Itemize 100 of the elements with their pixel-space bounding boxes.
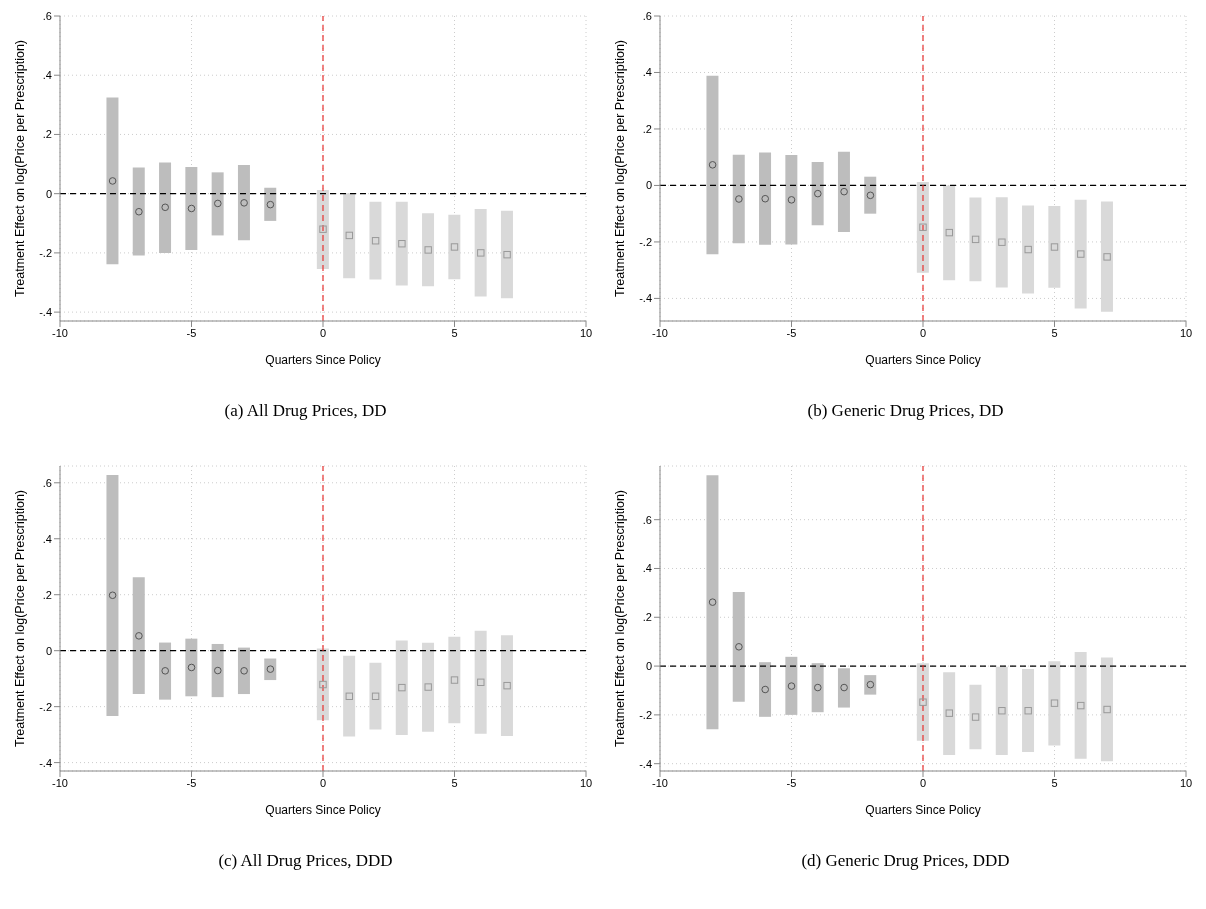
bar: [1022, 669, 1035, 752]
y-tick-label: 0: [45, 644, 52, 657]
point: [735, 195, 743, 203]
point: [840, 683, 848, 692]
y-tick-label: -.4: [39, 756, 52, 769]
bar: [1048, 206, 1061, 288]
text: (c) All Drug Prices, DDD: [217, 851, 394, 871]
point: [345, 231, 353, 240]
bar: [395, 201, 408, 286]
bar: [1074, 199, 1087, 309]
x-tick-label: -10: [652, 776, 668, 789]
y-tick-label: .4: [642, 562, 652, 575]
x-tick-label: -10: [652, 326, 668, 339]
x-tick-label: 5: [451, 776, 458, 789]
x-tick-label: -5: [186, 776, 197, 789]
bar: [211, 172, 224, 236]
bar: [995, 197, 1008, 288]
point: [424, 246, 432, 254]
bar: [422, 642, 435, 732]
y-tick-label: .6: [42, 9, 52, 22]
y-tick-label: .2: [42, 128, 52, 141]
x-tick-label: -5: [786, 326, 797, 339]
point: [161, 667, 169, 675]
x-tick-label: 10: [579, 776, 593, 789]
y-tick-label: -.4: [39, 306, 52, 319]
bar: [811, 162, 824, 226]
y-axis-title: Treatment Effect on log(Price per Prescription): [613, 489, 628, 748]
point: [708, 161, 717, 169]
bar: [837, 151, 850, 233]
point: [1077, 250, 1085, 258]
bar: [759, 152, 772, 245]
bar: [474, 630, 487, 734]
y-tick-label: -.2: [39, 246, 52, 259]
point: [214, 666, 222, 675]
point: [1024, 245, 1032, 254]
bar: [1100, 201, 1113, 312]
point: [345, 692, 353, 700]
point: [840, 187, 848, 196]
text: (b) Generic Drug Prices, DD: [806, 401, 1005, 421]
bar: [943, 185, 956, 281]
y-axis-title: Treatment Effect on log(Price per Prescription): [13, 39, 28, 298]
bar: [969, 197, 982, 282]
point: [1024, 707, 1032, 715]
y-tick-label: 0: [645, 659, 652, 672]
text: (d) Generic Drug Prices, DDD: [800, 851, 1011, 871]
bar: [500, 635, 513, 737]
x-axis-title: Quarters Since Policy: [265, 352, 381, 367]
x-tick-label: 0: [919, 326, 927, 339]
point: [108, 591, 117, 600]
x-tick-label: 10: [1179, 326, 1193, 339]
point: [761, 194, 769, 203]
x-tick-label: -5: [786, 776, 797, 789]
bar: [369, 662, 382, 730]
point: [187, 663, 196, 672]
y-tick-label: -.2: [639, 235, 652, 248]
point: [135, 632, 143, 640]
x-tick-label: 10: [1179, 776, 1193, 789]
y-tick-label: -.2: [639, 708, 652, 721]
bar: [811, 663, 824, 713]
y-tick-label: 0: [645, 179, 652, 192]
point: [945, 709, 953, 717]
point: [503, 681, 511, 690]
y-tick-label: .4: [42, 532, 52, 545]
point: [787, 682, 796, 690]
point: [945, 228, 953, 237]
point: [450, 676, 459, 684]
bar: [343, 193, 356, 279]
y-tick-label: .2: [642, 122, 652, 135]
x-tick-label: 0: [919, 776, 927, 789]
x-tick-label: 10: [579, 326, 593, 339]
point: [503, 250, 511, 259]
bar: [943, 672, 956, 755]
x-axis-title: Quarters Since Policy: [865, 352, 981, 367]
point: [787, 196, 796, 204]
point: [319, 225, 327, 233]
bar: [785, 154, 798, 245]
x-tick-label: 5: [1051, 326, 1058, 339]
bar: [106, 97, 119, 265]
point: [1077, 701, 1085, 710]
y-tick-label: .6: [642, 513, 652, 526]
bar: [500, 210, 513, 299]
x-tick-label: -10: [52, 326, 68, 339]
bar: [1100, 657, 1113, 762]
bar: [706, 75, 719, 255]
point: [187, 204, 196, 213]
bar: [237, 647, 250, 695]
bar: [474, 209, 487, 297]
x-tick-label: 5: [1051, 776, 1058, 789]
y-tick-label: -.4: [639, 757, 652, 770]
y-tick-label: .2: [42, 588, 52, 601]
y-tick-label: -.4: [639, 292, 652, 305]
bar: [132, 577, 145, 695]
x-tick-label: 0: [319, 776, 327, 789]
point: [319, 680, 327, 689]
bar: [448, 636, 461, 724]
y-tick-label: .4: [642, 66, 652, 79]
point: [424, 683, 432, 691]
bar: [185, 638, 198, 697]
bar: [995, 666, 1008, 755]
point: [135, 207, 143, 216]
